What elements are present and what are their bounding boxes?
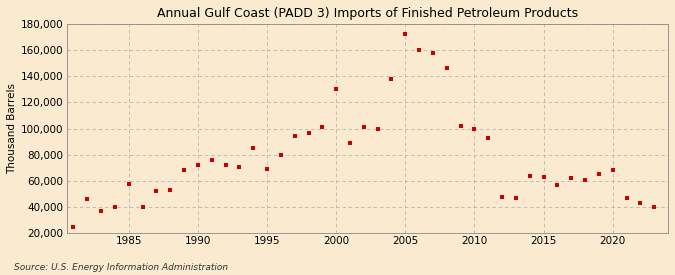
Point: [248, 146, 259, 150]
Point: [635, 201, 646, 205]
Point: [124, 181, 134, 186]
Point: [303, 130, 314, 135]
Point: [96, 209, 107, 213]
Point: [400, 32, 410, 37]
Point: [427, 51, 438, 55]
Point: [317, 125, 328, 130]
Title: Annual Gulf Coast (PADD 3) Imports of Finished Petroleum Products: Annual Gulf Coast (PADD 3) Imports of Fi…: [157, 7, 578, 20]
Point: [538, 175, 549, 179]
Point: [137, 205, 148, 209]
Point: [386, 77, 397, 81]
Point: [552, 183, 563, 187]
Point: [179, 168, 190, 173]
Point: [510, 196, 521, 200]
Point: [483, 136, 493, 140]
Point: [234, 164, 245, 169]
Point: [497, 194, 508, 199]
Point: [649, 205, 659, 209]
Point: [608, 168, 618, 173]
Point: [345, 141, 356, 145]
Point: [469, 126, 480, 131]
Point: [441, 66, 452, 71]
Point: [621, 196, 632, 200]
Point: [207, 158, 217, 162]
Point: [151, 189, 162, 194]
Point: [262, 167, 273, 171]
Point: [580, 177, 591, 182]
Point: [414, 48, 425, 52]
Point: [566, 176, 576, 180]
Point: [192, 163, 203, 167]
Point: [331, 87, 342, 92]
Point: [455, 124, 466, 128]
Point: [82, 197, 92, 202]
Point: [68, 224, 79, 229]
Point: [290, 134, 300, 139]
Point: [372, 126, 383, 131]
Y-axis label: Thousand Barrels: Thousand Barrels: [7, 83, 17, 174]
Text: Source: U.S. Energy Information Administration: Source: U.S. Energy Information Administ…: [14, 263, 227, 272]
Point: [165, 188, 176, 192]
Point: [593, 172, 604, 177]
Point: [275, 153, 286, 157]
Point: [358, 125, 369, 130]
Point: [524, 174, 535, 178]
Point: [109, 205, 120, 209]
Point: [220, 163, 231, 167]
